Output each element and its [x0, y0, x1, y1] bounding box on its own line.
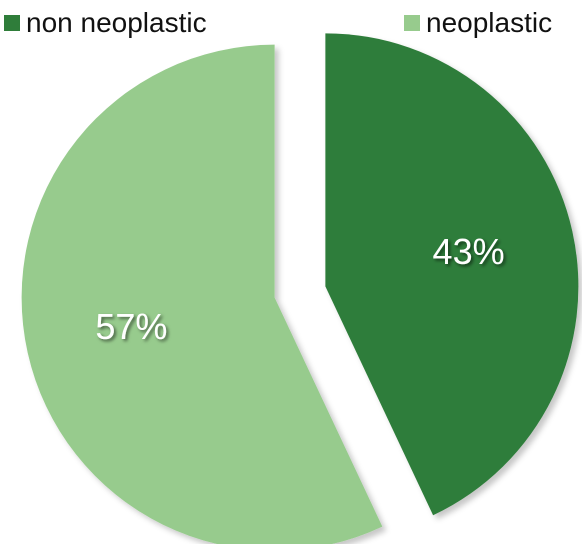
legend-label-non-neoplastic: non neoplastic [26, 7, 207, 38]
data-label-neoplastic: 57% [95, 306, 167, 347]
chart-legend: non neoplastic neoplastic [0, 0, 582, 44]
legend-item-neoplastic: neoplastic [404, 6, 552, 40]
pie-slice-non-neoplastic [325, 33, 579, 516]
legend-swatch-non-neoplastic [4, 15, 20, 31]
legend-label-neoplastic: neoplastic [426, 7, 553, 38]
data-label-non-neoplastic: 43% [433, 231, 505, 272]
legend-item-non-neoplastic: non neoplastic [4, 6, 207, 40]
pie-slices [21, 33, 579, 544]
legend-swatch-neoplastic [404, 15, 420, 31]
pie-data-labels: 43% 57% [95, 231, 504, 347]
pie-slice-neoplastic [21, 44, 383, 544]
